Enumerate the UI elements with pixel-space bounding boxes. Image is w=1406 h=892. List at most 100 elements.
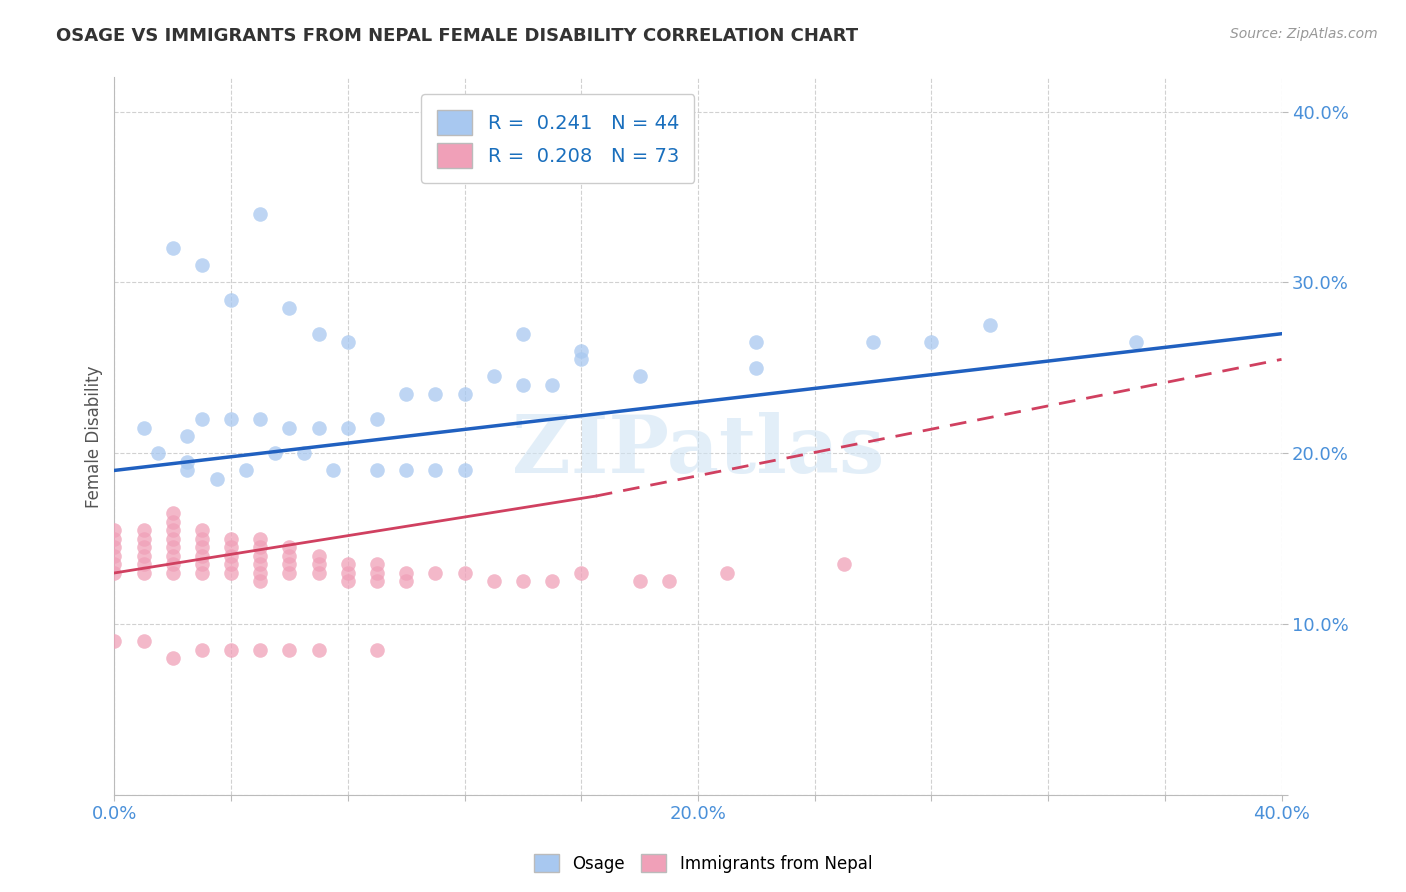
Point — [308, 420, 330, 434]
Point — [219, 558, 242, 572]
Point — [219, 566, 242, 580]
Point — [103, 558, 125, 572]
Point — [191, 558, 214, 572]
Point — [191, 523, 214, 537]
Point — [278, 643, 301, 657]
Legend: Osage, Immigrants from Nepal: Osage, Immigrants from Nepal — [527, 847, 879, 880]
Point — [219, 549, 242, 563]
Point — [235, 463, 257, 477]
Point — [308, 326, 330, 341]
Point — [658, 574, 681, 589]
Point — [219, 541, 242, 555]
Point — [308, 643, 330, 657]
Point — [191, 532, 214, 546]
Point — [395, 463, 418, 477]
Point — [191, 412, 214, 426]
Point — [278, 549, 301, 563]
Point — [191, 566, 214, 580]
Point — [322, 463, 344, 477]
Point — [278, 301, 301, 315]
Point — [191, 643, 214, 657]
Point — [219, 532, 242, 546]
Point — [278, 541, 301, 555]
Text: ZIPatlas: ZIPatlas — [512, 411, 884, 490]
Point — [162, 241, 184, 255]
Point — [336, 420, 359, 434]
Point — [103, 523, 125, 537]
Point — [395, 386, 418, 401]
Point — [132, 634, 155, 648]
Point — [132, 420, 155, 434]
Point — [162, 506, 184, 520]
Point — [1125, 335, 1147, 350]
Point — [366, 412, 388, 426]
Point — [278, 420, 301, 434]
Point — [292, 446, 315, 460]
Point — [132, 532, 155, 546]
Point — [512, 574, 534, 589]
Point — [453, 566, 475, 580]
Point — [162, 549, 184, 563]
Point — [366, 558, 388, 572]
Point — [425, 386, 447, 401]
Point — [832, 558, 855, 572]
Point — [628, 574, 651, 589]
Point — [249, 558, 271, 572]
Point — [191, 541, 214, 555]
Point — [249, 549, 271, 563]
Point — [132, 566, 155, 580]
Point — [103, 549, 125, 563]
Point — [425, 463, 447, 477]
Point — [366, 463, 388, 477]
Point — [162, 523, 184, 537]
Point — [308, 566, 330, 580]
Point — [482, 574, 505, 589]
Point — [920, 335, 942, 350]
Point — [103, 634, 125, 648]
Point — [162, 566, 184, 580]
Point — [249, 574, 271, 589]
Point — [148, 446, 170, 460]
Point — [336, 335, 359, 350]
Point — [453, 463, 475, 477]
Point — [745, 335, 768, 350]
Point — [249, 207, 271, 221]
Point — [512, 378, 534, 392]
Text: Source: ZipAtlas.com: Source: ZipAtlas.com — [1230, 27, 1378, 41]
Point — [219, 643, 242, 657]
Point — [205, 472, 228, 486]
Point — [569, 343, 592, 358]
Point — [191, 259, 214, 273]
Point — [366, 643, 388, 657]
Point — [979, 318, 1001, 333]
Point — [453, 386, 475, 401]
Point — [176, 463, 198, 477]
Point — [541, 378, 564, 392]
Point — [219, 293, 242, 307]
Point — [366, 574, 388, 589]
Point — [569, 566, 592, 580]
Point — [162, 558, 184, 572]
Point — [425, 566, 447, 580]
Point — [249, 412, 271, 426]
Point — [541, 574, 564, 589]
Point — [191, 549, 214, 563]
Point — [162, 651, 184, 665]
Point — [249, 532, 271, 546]
Point — [308, 558, 330, 572]
Point — [336, 574, 359, 589]
Point — [249, 566, 271, 580]
Point — [336, 566, 359, 580]
Point — [336, 558, 359, 572]
Point — [219, 412, 242, 426]
Point — [628, 369, 651, 384]
Legend: R =  0.241   N = 44, R =  0.208   N = 73: R = 0.241 N = 44, R = 0.208 N = 73 — [422, 95, 695, 183]
Point — [395, 574, 418, 589]
Point — [745, 360, 768, 375]
Point — [162, 532, 184, 546]
Y-axis label: Female Disability: Female Disability — [86, 365, 103, 508]
Text: OSAGE VS IMMIGRANTS FROM NEPAL FEMALE DISABILITY CORRELATION CHART: OSAGE VS IMMIGRANTS FROM NEPAL FEMALE DI… — [56, 27, 859, 45]
Point — [162, 541, 184, 555]
Point — [278, 558, 301, 572]
Point — [132, 541, 155, 555]
